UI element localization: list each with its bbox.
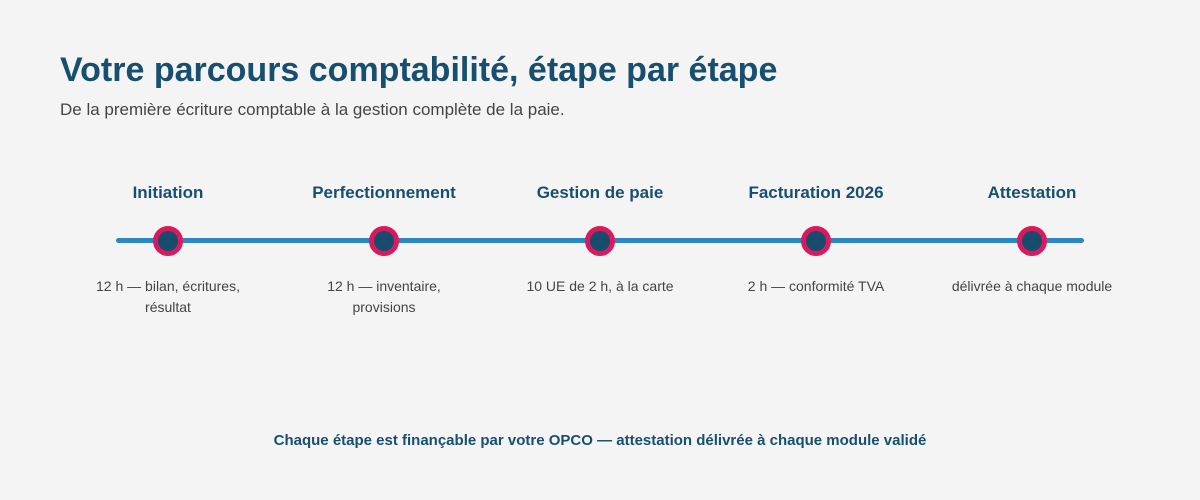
timeline-step-attestation: Attestation délivrée à chaque module <box>932 0 1132 360</box>
step-label: Initiation <box>132 183 204 202</box>
step-label: Facturation 2026 <box>748 183 884 202</box>
timeline-step-perfectionnement: Perfectionnement 12 h — inventaire, prov… <box>284 0 484 360</box>
step-description: 2 h — conformité TVA <box>747 278 885 294</box>
step-marker <box>585 226 615 256</box>
page-title: Votre parcours comptabilité, étape par é… <box>60 51 778 89</box>
timeline-step-initiation: Initiation 12 h — bilan, écritures, résu… <box>68 0 268 360</box>
timeline-step-facturation: Facturation 2026 2 h — conformité TVA <box>716 0 916 360</box>
step-description: 12 h — inventaire, provisions <box>327 278 441 315</box>
step-marker <box>1017 226 1047 256</box>
timeline: Initiation 12 h — bilan, écritures, résu… <box>68 0 1132 360</box>
step-marker <box>801 226 831 256</box>
financing-note: Chaque étape est finançable par votre OP… <box>273 432 927 449</box>
step-marker <box>153 226 183 256</box>
step-description: délivrée à chaque module <box>951 278 1113 294</box>
step-description: 12 h — bilan, écritures, résultat <box>96 278 240 315</box>
step-marker <box>369 226 399 256</box>
step-label: Perfectionnement <box>312 183 456 202</box>
step-label: Gestion de paie <box>536 183 664 202</box>
page-subtitle: De la première écriture comptable à la g… <box>60 100 565 119</box>
step-description: 10 UE de 2 h, à la carte <box>526 278 674 294</box>
timeline-step-gestion-de-paie: Gestion de paie 10 UE de 2 h, à la carte <box>500 0 700 360</box>
step-label: Attestation <box>987 183 1077 202</box>
